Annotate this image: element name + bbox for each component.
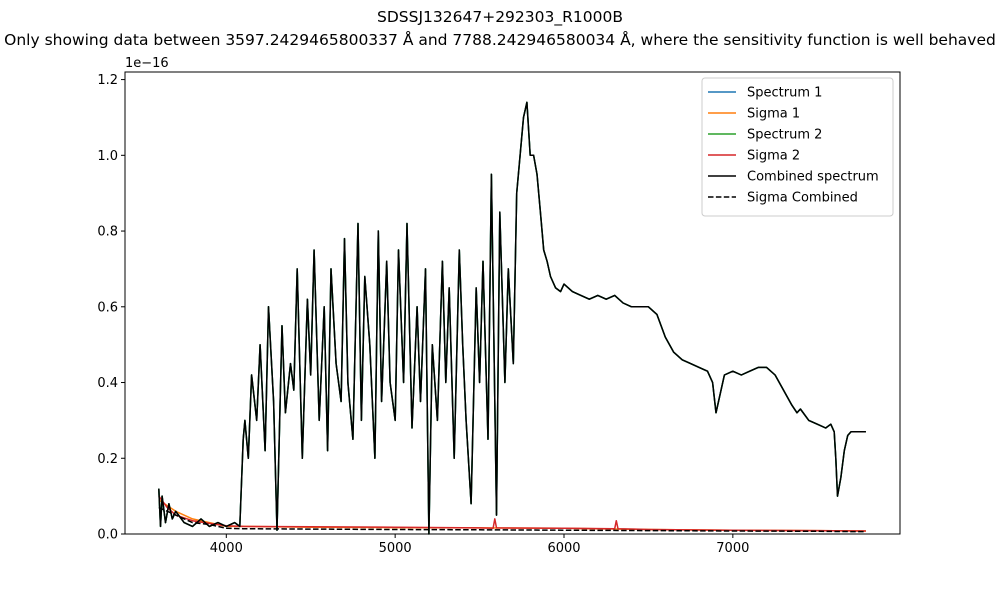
x-tick-label: 7000 xyxy=(716,541,749,556)
series-line-sigma-combined xyxy=(158,506,866,533)
y-tick-label: 1.0 xyxy=(97,149,118,164)
y-offset-label: 1e−16 xyxy=(125,56,169,71)
legend-label: Sigma 1 xyxy=(747,107,800,122)
series-line-combined-spectrum xyxy=(158,101,866,535)
legend-label: Sigma Combined xyxy=(747,191,858,206)
chart-subtitle: Only showing data between 3597.242946580… xyxy=(0,31,1000,49)
series-layer xyxy=(158,101,866,535)
y-tick-label: 0.8 xyxy=(97,225,118,240)
chart-title: SDSSJ132647+292303_R1000B xyxy=(377,8,623,26)
x-axis: 4000 5000 6000 7000 xyxy=(210,534,749,556)
legend-label: Sigma 2 xyxy=(747,149,800,164)
chart-subtitle-text: Only showing data between 3597.242946580… xyxy=(4,31,996,49)
y-axis: 0.0 0.2 0.4 0.6 0.8 1.0 1.2 xyxy=(97,73,125,543)
y-tick-label: 0.2 xyxy=(97,452,118,467)
x-tick-label: 6000 xyxy=(547,541,580,556)
y-tick-label: 0.6 xyxy=(97,300,118,315)
legend-label: Spectrum 2 xyxy=(747,128,822,143)
legend-label: Spectrum 1 xyxy=(747,86,822,101)
y-tick-label: 0.0 xyxy=(97,528,118,543)
x-tick-label: 4000 xyxy=(210,541,243,556)
legend-label: Combined spectrum xyxy=(747,170,879,185)
axes-frame xyxy=(124,71,901,535)
legend-frame xyxy=(701,77,894,217)
y-tick-label: 1.2 xyxy=(97,73,118,88)
legend: Spectrum 1 Sigma 1 Spectrum 2 Sigma 2 Combin… xyxy=(701,77,894,217)
series-line-sigma-2 xyxy=(158,495,866,532)
x-tick-label: 5000 xyxy=(379,541,412,556)
y-tick-label: 0.4 xyxy=(97,376,118,391)
